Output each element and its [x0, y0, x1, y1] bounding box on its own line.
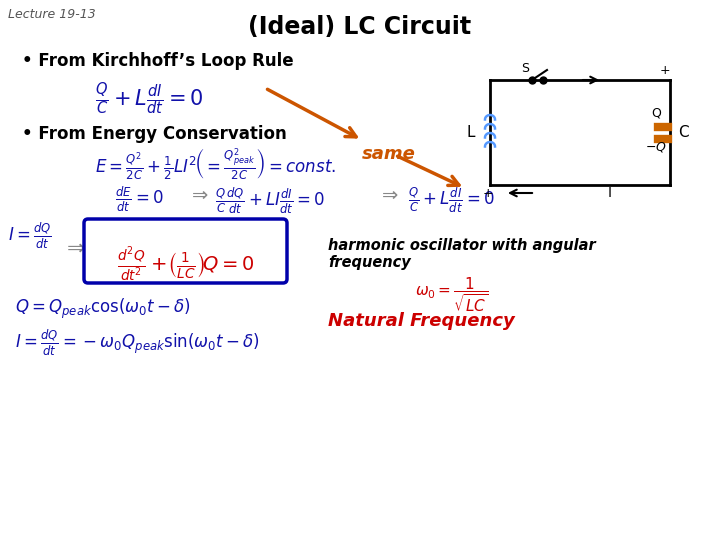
Text: C: C [678, 125, 688, 140]
Text: $-Q$: $-Q$ [645, 140, 667, 154]
Text: Q: Q [651, 106, 661, 119]
Text: S: S [521, 62, 529, 75]
Text: L: L [467, 125, 475, 140]
Text: harmonic oscillator with angular
frequency: harmonic oscillator with angular frequen… [328, 238, 595, 271]
Text: $\frac{dE}{dt} = 0$: $\frac{dE}{dt} = 0$ [115, 185, 163, 214]
Text: I: I [608, 186, 612, 200]
Text: $Q = Q_{peak}\cos(\omega_0 t - \delta)$: $Q = Q_{peak}\cos(\omega_0 t - \delta)$ [15, 297, 191, 321]
Text: Natural Frequency: Natural Frequency [328, 312, 515, 330]
Text: • From Energy Conservation: • From Energy Conservation [22, 125, 287, 143]
Text: $I = \frac{dQ}{dt} = -\omega_0 Q_{peak}\sin(\omega_0 t - \delta)$: $I = \frac{dQ}{dt} = -\omega_0 Q_{peak}\… [15, 327, 260, 357]
Text: • From Kirchhoff’s Loop Rule: • From Kirchhoff’s Loop Rule [22, 52, 294, 70]
Text: $\frac{Q}{C} + L\frac{dI}{dt} = 0$: $\frac{Q}{C} + L\frac{dI}{dt} = 0$ [95, 80, 204, 117]
Text: (Ideal) LC Circuit: (Ideal) LC Circuit [248, 15, 472, 39]
Text: $\frac{d^2Q}{dt^2} + \!\left(\frac{1}{LC}\right)\!Q = 0$: $\frac{d^2Q}{dt^2} + \!\left(\frac{1}{LC… [117, 245, 255, 284]
Text: Lecture 19-13: Lecture 19-13 [8, 8, 96, 21]
Text: same: same [362, 145, 416, 163]
Text: $\Rightarrow$: $\Rightarrow$ [378, 185, 399, 204]
Text: $I = \frac{dQ}{dt}$: $I = \frac{dQ}{dt}$ [8, 220, 52, 251]
Text: $\omega_0 = \dfrac{1}{\sqrt{LC}}$: $\omega_0 = \dfrac{1}{\sqrt{LC}}$ [415, 275, 488, 314]
Text: $\Rightarrow$: $\Rightarrow$ [188, 185, 210, 204]
Text: $\frac{Q}{C}\frac{dQ}{dt} + LI\frac{dI}{dt} = 0$: $\frac{Q}{C}\frac{dQ}{dt} + LI\frac{dI}{… [215, 185, 325, 215]
Text: +: + [482, 187, 493, 200]
FancyBboxPatch shape [84, 219, 287, 283]
Text: $\frac{Q}{C} + L\frac{dI}{dt} = 0$: $\frac{Q}{C} + L\frac{dI}{dt} = 0$ [408, 185, 495, 214]
Text: $E = \frac{Q^2}{2C} + \frac{1}{2}LI^2\!\left(= \frac{Q^2_{peak}}{2C}\right) = co: $E = \frac{Q^2}{2C} + \frac{1}{2}LI^2\!\… [95, 147, 336, 183]
Text: +: + [660, 64, 670, 77]
Text: $\Rightarrow$: $\Rightarrow$ [62, 238, 86, 258]
